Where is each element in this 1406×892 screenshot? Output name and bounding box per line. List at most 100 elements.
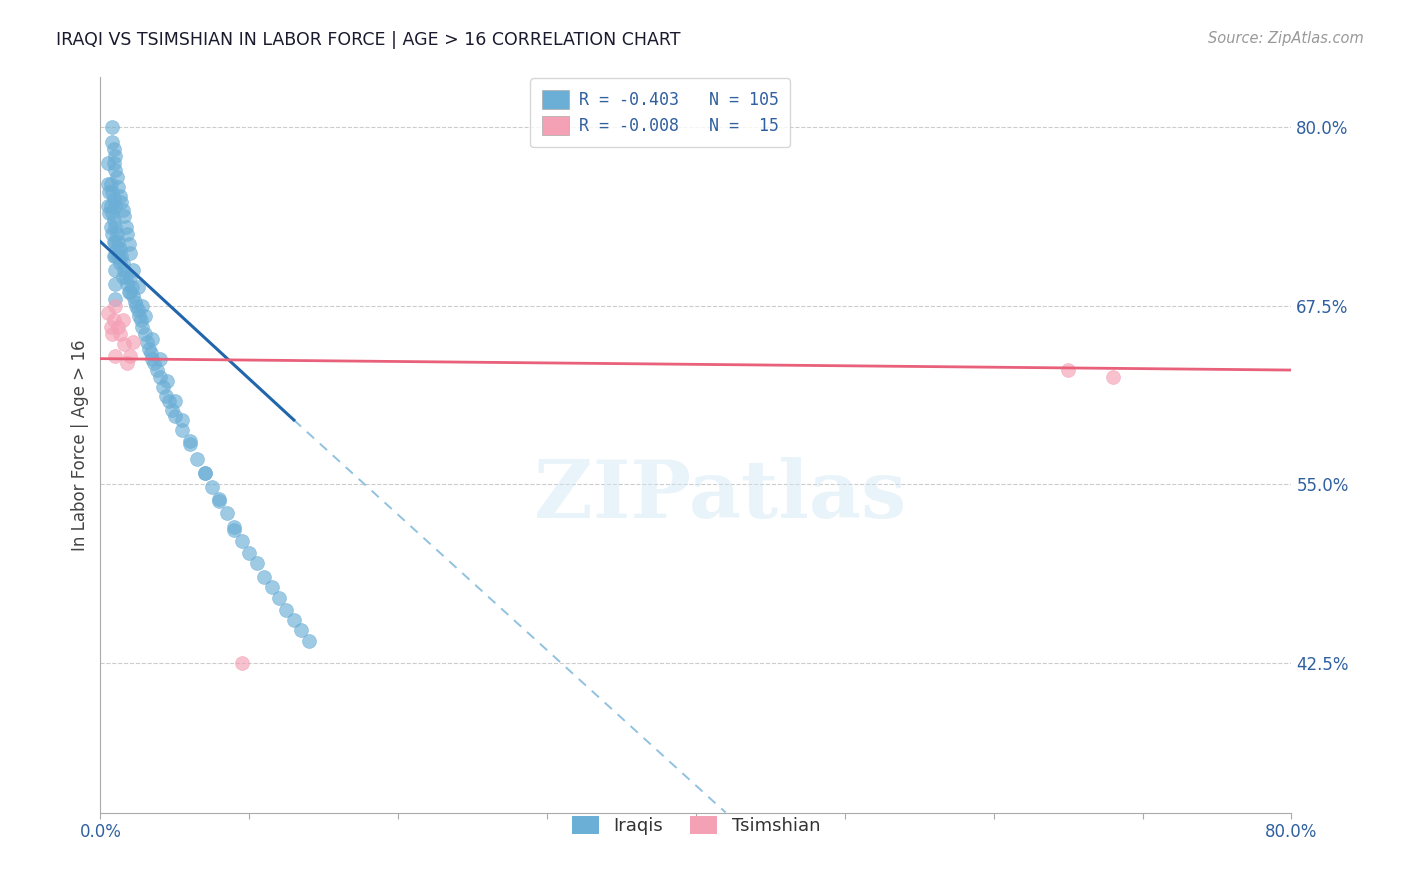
- Point: [103, 192, 125, 206]
- Point: [112, 337, 135, 351]
- Point: [104, 277, 127, 292]
- Point: [246, 556, 269, 570]
- Point: [290, 623, 312, 637]
- Point: [115, 356, 138, 370]
- Point: [231, 534, 253, 549]
- Point: [179, 434, 201, 449]
- Point: [134, 309, 156, 323]
- Point: [115, 277, 138, 292]
- Point: [111, 270, 134, 285]
- Legend: Iraqis, Tsimshian: Iraqis, Tsimshian: [562, 806, 830, 844]
- Point: [120, 285, 142, 299]
- Point: [108, 327, 131, 342]
- Point: [141, 332, 163, 346]
- Point: [111, 203, 134, 218]
- Point: [208, 494, 231, 508]
- Point: [163, 394, 186, 409]
- Point: [105, 227, 128, 242]
- Point: [103, 142, 125, 156]
- Point: [101, 206, 124, 220]
- Point: [146, 363, 169, 377]
- Point: [114, 270, 136, 285]
- Point: [98, 185, 121, 199]
- Point: [208, 491, 231, 506]
- Point: [260, 580, 283, 594]
- Point: [111, 256, 134, 270]
- Point: [142, 356, 165, 370]
- Point: [111, 313, 134, 327]
- Point: [98, 206, 121, 220]
- Point: [103, 213, 125, 227]
- Point: [127, 280, 149, 294]
- Point: [104, 263, 127, 277]
- Point: [104, 220, 127, 235]
- Point: [100, 320, 122, 334]
- Point: [152, 380, 174, 394]
- Point: [101, 135, 124, 149]
- Point: [122, 263, 145, 277]
- Point: [105, 242, 128, 256]
- Point: [101, 120, 124, 135]
- Point: [131, 320, 153, 334]
- Point: [103, 156, 125, 170]
- Point: [108, 189, 131, 203]
- Point: [186, 451, 208, 466]
- Point: [110, 249, 132, 263]
- Point: [100, 178, 122, 192]
- Point: [120, 349, 142, 363]
- Point: [97, 199, 120, 213]
- Point: [298, 634, 321, 648]
- Point: [128, 309, 150, 323]
- Point: [156, 375, 179, 389]
- Point: [224, 520, 246, 534]
- Point: [105, 170, 128, 185]
- Point: [104, 149, 127, 163]
- Point: [104, 235, 127, 249]
- Point: [115, 227, 138, 242]
- Point: [104, 249, 127, 263]
- Point: [224, 523, 246, 537]
- Point: [172, 413, 194, 427]
- Point: [103, 313, 125, 327]
- Point: [114, 220, 136, 235]
- Point: [97, 306, 120, 320]
- Point: [100, 199, 122, 213]
- Point: [100, 220, 122, 235]
- Point: [155, 389, 177, 403]
- Point: [163, 409, 186, 423]
- Point: [101, 185, 124, 199]
- Point: [120, 270, 142, 285]
- Point: [104, 299, 127, 313]
- Point: [101, 227, 124, 242]
- Point: [283, 613, 305, 627]
- Point: [135, 334, 157, 349]
- Point: [122, 334, 145, 349]
- Point: [201, 480, 224, 494]
- Point: [107, 249, 129, 263]
- Point: [104, 292, 127, 306]
- Point: [172, 423, 194, 437]
- Point: [1101, 370, 1123, 384]
- Point: [157, 394, 180, 409]
- Point: [138, 342, 160, 356]
- Point: [107, 320, 129, 334]
- Point: [117, 285, 139, 299]
- Point: [215, 506, 238, 520]
- Point: [104, 349, 127, 363]
- Point: [108, 256, 131, 270]
- Point: [121, 280, 143, 294]
- Point: [117, 237, 139, 252]
- Point: [122, 289, 145, 303]
- Point: [139, 346, 162, 360]
- Point: [107, 180, 129, 194]
- Point: [127, 303, 149, 318]
- Point: [276, 603, 298, 617]
- Point: [103, 235, 125, 249]
- Point: [231, 656, 253, 670]
- Point: [179, 437, 201, 451]
- Point: [267, 591, 290, 606]
- Point: [253, 570, 276, 584]
- Point: [97, 178, 120, 192]
- Point: [110, 194, 132, 209]
- Point: [149, 370, 172, 384]
